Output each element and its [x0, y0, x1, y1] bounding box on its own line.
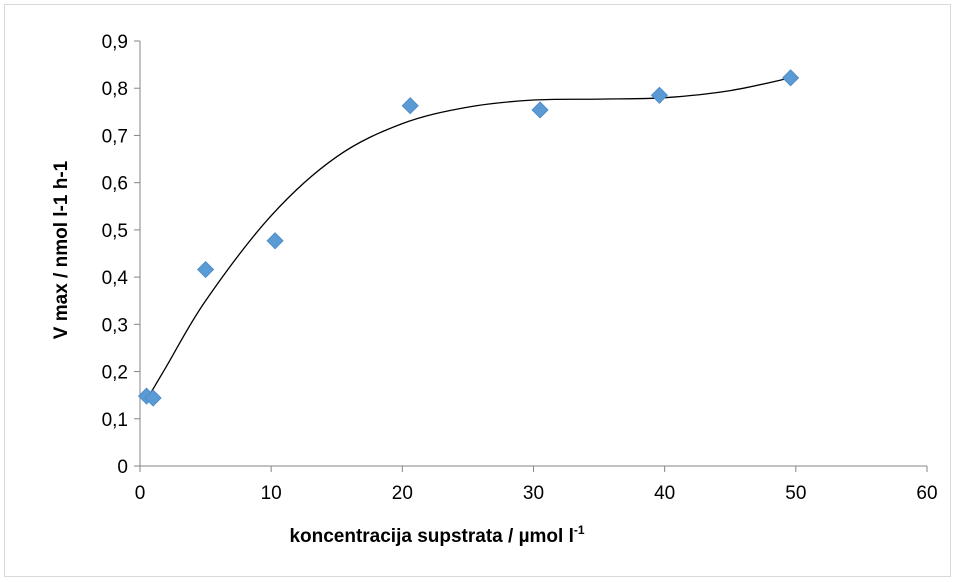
x-tick-label: 40	[654, 483, 675, 504]
y-tick-label: 0,2	[102, 363, 128, 384]
x-tick-label: 10	[261, 483, 282, 504]
x-tick-label: 60	[916, 483, 937, 504]
y-tick-label: 0	[117, 457, 128, 478]
scatter-chart: 0 0,1 0,2 0,3 0,4 0,5 0,6 0,7 0,8 0,9 0 10 20 30 40 50 6…	[51, 32, 938, 547]
data-point	[401, 97, 419, 115]
y-tick-label: 0,7	[102, 126, 128, 147]
trendline-layer	[146, 77, 791, 401]
x-tick-label: 30	[523, 483, 544, 504]
y-tick-label: 0,6	[102, 174, 128, 195]
data-point	[197, 260, 215, 279]
data-point	[144, 389, 162, 407]
x-tick-label: 50	[785, 483, 806, 504]
data-point	[266, 232, 284, 250]
y-tick-label: 0,4	[102, 268, 129, 289]
data-points	[137, 69, 800, 407]
axes: 0 0,1 0,2 0,3 0,4 0,5 0,6 0,7 0,8 0,9 0 10 20 30 40 50 6…	[102, 32, 938, 504]
y-tick-label: 0,8	[102, 79, 128, 100]
y-axis-title: V max / nmol l-1 h-1	[51, 160, 72, 339]
polynomial-trendline	[146, 77, 791, 401]
x-axis-title: koncentracija supstrata / µmol l-1	[289, 523, 584, 547]
data-point	[531, 101, 549, 119]
x-tick-label: 20	[392, 483, 413, 504]
y-tick-label: 0,5	[102, 221, 128, 242]
data-point	[650, 86, 668, 104]
x-tick-label: 0	[135, 483, 146, 504]
y-tick-label: 0,1	[102, 410, 128, 431]
chart-frame: 0 0,1 0,2 0,3 0,4 0,5 0,6 0,7 0,8 0,9 0 10 20 30 40 50 6…	[4, 4, 951, 577]
y-tick-label: 0,9	[102, 32, 128, 53]
y-tick-label: 0,3	[102, 315, 128, 336]
data-point	[782, 69, 800, 87]
